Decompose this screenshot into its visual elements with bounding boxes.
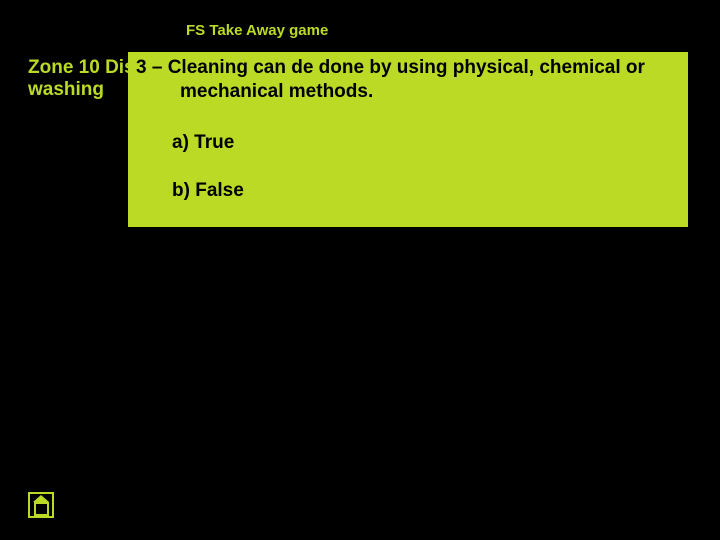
answer-option-a[interactable]: a) True bbox=[172, 132, 234, 154]
slide-stage: FS Take Away game Zone 10 Dish washing 3… bbox=[0, 0, 720, 540]
home-icon-roof bbox=[33, 495, 49, 502]
question-panel: 3 – Cleaning can de done by using physic… bbox=[128, 52, 688, 227]
answer-option-b[interactable]: b) False bbox=[172, 180, 244, 202]
home-icon-body bbox=[34, 502, 49, 516]
home-button[interactable] bbox=[28, 492, 54, 518]
game-title: FS Take Away game bbox=[186, 22, 328, 39]
question-text: 3 – Cleaning can de done by using physic… bbox=[136, 56, 688, 104]
